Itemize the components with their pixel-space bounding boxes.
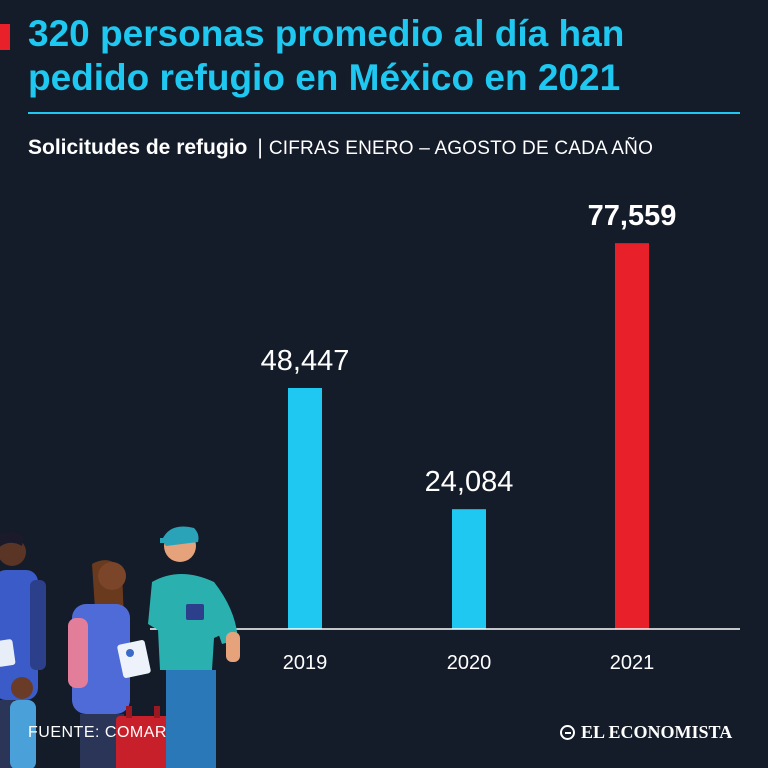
traveler-left-figure: [0, 531, 46, 768]
subtitle-note: CIFRAS ENERO – AGOSTO DE CADA AÑO: [268, 138, 654, 159]
page-title: 320 personas promedio al día han pedido …: [28, 13, 625, 98]
travelers-illustration: [0, 526, 240, 768]
bar-2020: [452, 509, 486, 629]
traveler-child-figure: [10, 677, 36, 768]
subtitle-label: Solicitudes de refugio: [28, 136, 248, 159]
bars-group: [288, 243, 649, 629]
traveler-man-figure: [148, 526, 240, 768]
suitcase-figure: [116, 706, 170, 768]
x-tick-label-2021: 2021: [610, 652, 655, 674]
bar-2021: [615, 243, 649, 629]
bar-value-label-2020: 24,084: [425, 466, 514, 498]
accent-mark: [0, 24, 10, 50]
x-tick-label-2019: 2019: [283, 652, 328, 674]
labels-group: 48,447 2019 24,084 2020 77,559 2021: [261, 200, 677, 674]
bar-2019: [288, 387, 322, 629]
x-tick-label-2020: 2020: [447, 652, 492, 674]
brand-mark-icon: [560, 725, 575, 740]
brand-name: EL ECONOMISTA: [581, 722, 733, 742]
brand-logo: EL ECONOMISTA: [560, 722, 732, 743]
subtitle: Solicitudes de refugio | CIFRAS ENERO – AG…: [28, 136, 653, 160]
title-divider: [28, 112, 740, 114]
source-credit: FUENTE: COMAR: [28, 724, 167, 741]
bar-value-label-2021: 77,559: [588, 200, 677, 232]
subtitle-separator: |: [257, 136, 263, 159]
bar-value-label-2019: 48,447: [261, 345, 350, 377]
